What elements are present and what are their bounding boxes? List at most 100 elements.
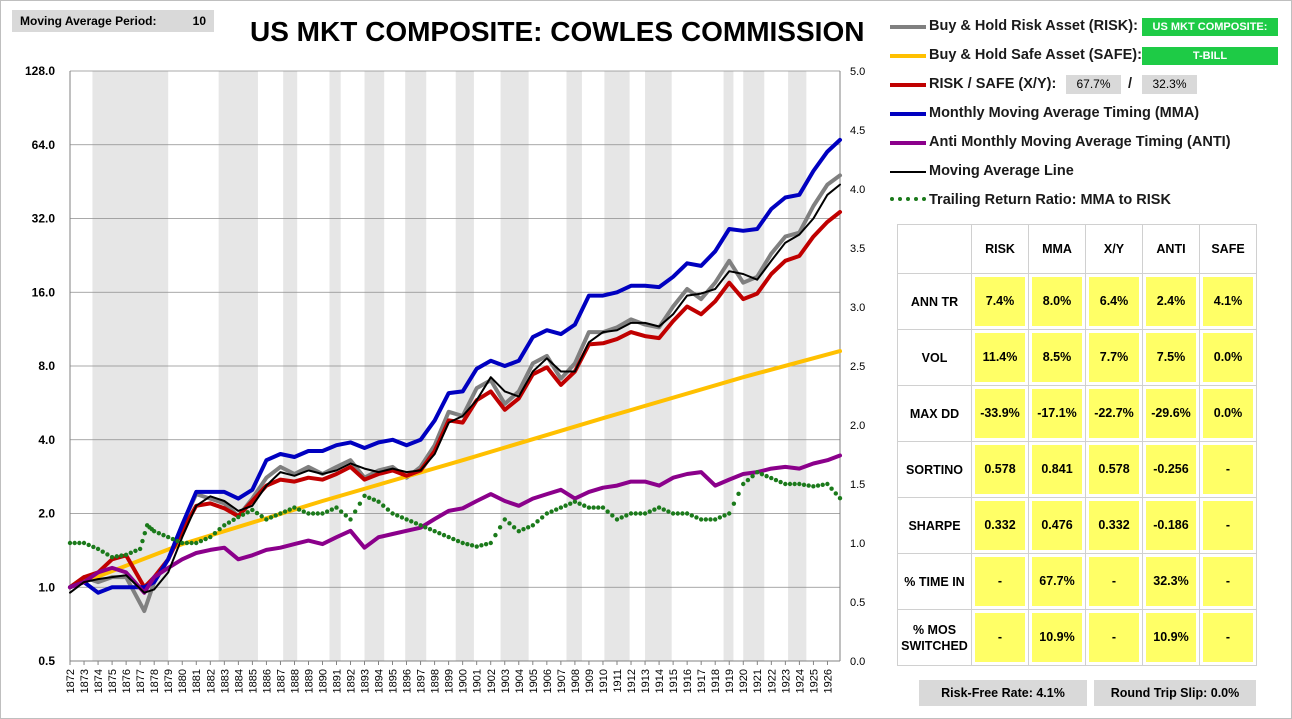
- ratio-dot: [371, 497, 377, 502]
- x-tick-label: 1908: [570, 669, 582, 693]
- stats-cell: -0.256: [1146, 445, 1196, 494]
- ratio-dot: [203, 536, 208, 542]
- ratio-dot: [511, 525, 517, 530]
- y2-tick-label: 3.5: [850, 243, 865, 255]
- ratio-dot: [128, 550, 133, 556]
- y2-tick-label: 2.5: [850, 361, 865, 373]
- x-tick-label: 1914: [654, 669, 666, 693]
- ratio-dot: [236, 514, 241, 520]
- y-tick-label: 128.0: [25, 64, 55, 78]
- ratio-dot: [516, 529, 522, 534]
- ratio-dot: [586, 505, 592, 510]
- ratio-dot: [712, 517, 718, 522]
- stats-cell: -: [1203, 613, 1253, 662]
- x-tick-label: 1912: [626, 669, 638, 693]
- ratio-dot: [787, 481, 793, 487]
- ratio-dot: [105, 552, 110, 557]
- ratio-dot: [184, 540, 190, 546]
- x-tick-label: 1872: [65, 669, 77, 693]
- legend-item-mma: Monthly Moving Average Timing (MMA): [888, 103, 1288, 125]
- ratio-dot: [535, 519, 540, 524]
- stats-cell: -0.186: [1146, 501, 1196, 550]
- legend-label-xy: RISK / SAFE (X/Y):: [929, 76, 1057, 92]
- legend-swatch-risk: [890, 25, 926, 29]
- stats-cell: -: [975, 613, 1025, 662]
- x-tick-label: 1922: [766, 669, 778, 693]
- stats-cell: 0.578: [1089, 445, 1139, 494]
- ratio-dot: [811, 484, 816, 489]
- ratio-dot: [437, 530, 442, 536]
- ratio-dot: [250, 507, 255, 513]
- ratio-dot: [628, 511, 634, 516]
- ratio-dot: [385, 507, 391, 512]
- legend-swatch-ma-line: [890, 171, 926, 173]
- ratio-dot: [119, 553, 124, 558]
- y-tick-label: 1.0: [38, 580, 55, 594]
- y2-tick-label: 1.0: [850, 538, 865, 550]
- ratio-dot: [731, 501, 737, 506]
- x-tick-label: 1923: [780, 669, 792, 693]
- legend-item-ma-line: Moving Average Line: [888, 161, 1288, 183]
- stats-row-ann-tr: ANN TR 7.4% 8.0% 6.4% 2.4% 4.1%: [897, 273, 1257, 330]
- ratio-dot: [77, 540, 82, 546]
- ratio-dot: [217, 527, 222, 532]
- legend-item-xy: RISK / SAFE (X/Y): 67.7% / 32.3%: [888, 74, 1288, 96]
- stats-cell: 67.7%: [1032, 557, 1082, 606]
- ratio-dot: [268, 515, 274, 520]
- ratio-dot: [381, 503, 386, 508]
- ratio-dot: [338, 509, 344, 514]
- ratio-dot: [399, 515, 405, 520]
- x-tick-label: 1905: [528, 669, 540, 693]
- y2-tick-label: 1.5: [850, 479, 865, 491]
- legend-item-ratio: Trailing Return Ratio: MMA to RISK: [888, 190, 1288, 212]
- series-line-moving-average-line: [69, 183, 841, 594]
- ratio-dot: [161, 532, 166, 538]
- x-tick-label: 1886: [261, 669, 273, 693]
- x-tick-label: 1881: [191, 669, 203, 693]
- legend-item-anti: Anti Monthly Moving Average Timing (ANTI…: [888, 132, 1288, 154]
- ratio-dot: [815, 483, 821, 488]
- y-tick-label: 16.0: [32, 285, 56, 299]
- stats-cell: 8.0%: [1032, 277, 1082, 326]
- x-tick-label: 1896: [402, 669, 414, 693]
- y2-tick-label: 3.0: [850, 302, 865, 314]
- stats-cell: 2.4%: [1146, 277, 1196, 326]
- ratio-dot: [180, 540, 185, 546]
- stats-row-label: % TIME IN: [897, 553, 972, 610]
- ratio-dot: [600, 505, 606, 510]
- stats-row-label: VOL: [897, 329, 972, 386]
- ratio-dot: [100, 549, 105, 554]
- ratio-dot: [156, 530, 162, 536]
- x-tick-label: 1889: [303, 669, 315, 693]
- stats-cell: 7.4%: [975, 277, 1025, 326]
- ratio-dot: [689, 513, 694, 518]
- ratio-dot: [465, 541, 470, 547]
- x-tick-label: 1918: [710, 669, 722, 693]
- ratio-dot: [114, 554, 119, 559]
- stats-col-anti: ANTI: [1142, 224, 1200, 274]
- ratio-dot: [362, 493, 367, 498]
- ratio-dot: [582, 503, 587, 508]
- stats-cell: -29.6%: [1146, 389, 1196, 438]
- x-tick-label: 1884: [233, 669, 245, 693]
- stats-cell: -: [1089, 613, 1139, 662]
- x-tick-label: 1919: [724, 669, 736, 693]
- x-tick-label: 1897: [416, 669, 428, 693]
- safe-asset-badge: T-BILL: [1142, 47, 1278, 65]
- legend-swatch-mma: [890, 112, 926, 116]
- ratio-dot: [544, 511, 550, 516]
- ratio-dot: [554, 507, 559, 512]
- stats-row-label: % MOS SWITCHED: [897, 609, 972, 666]
- x-tick-label: 1904: [514, 669, 526, 693]
- x-tick-label: 1906: [542, 669, 554, 693]
- ratio-dot: [759, 471, 765, 477]
- ratio-dot: [521, 527, 526, 532]
- ratio-dot: [189, 540, 194, 546]
- ratio-dot: [140, 538, 145, 544]
- ratio-dot: [666, 509, 671, 514]
- ratio-dot: [703, 517, 709, 522]
- stats-row-label: ANN TR: [897, 273, 972, 330]
- x-tick-label: 1917: [696, 669, 708, 693]
- ratio-dot: [306, 511, 311, 516]
